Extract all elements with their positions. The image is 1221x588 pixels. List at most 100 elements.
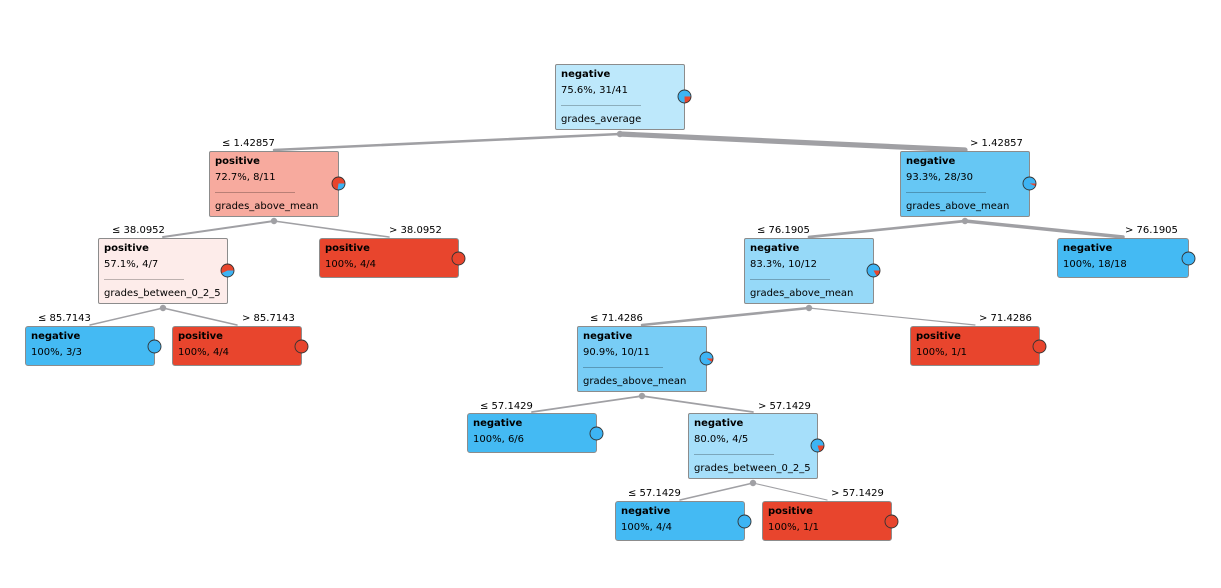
class-distribution-pie-icon [147,339,162,354]
edge-split-label: ≤ 71.4286 [590,313,643,324]
pie-outline [699,351,714,366]
node-split-feature: grades_average [561,114,642,125]
pie-base [148,340,161,353]
pie-slice [817,445,824,452]
node-stats: 100%, 4/4 [325,259,377,270]
tree-split-node[interactable]: positive 72.7%, 8/11 grades_above_mean [209,151,346,217]
tree-leaf-node[interactable]: negative 100%, 4/4 [615,501,752,541]
node-class-label: negative [906,156,956,167]
edge-split-label: > 85.7143 [242,313,295,324]
split-point [805,304,813,312]
node-stats: 100%, 18/18 [1063,259,1127,270]
edge-split-label: ≤ 57.1429 [480,401,533,412]
node-stats: 93.3%, 28/30 [906,172,973,183]
node-class-label: negative [31,331,81,342]
class-distribution-pie-icon [451,251,466,266]
pie-base [1182,252,1195,265]
node-stats: 100%, 1/1 [916,347,968,358]
tree-leaf-node[interactable]: positive 100%, 4/4 [172,326,309,366]
tree-split-node[interactable]: negative 93.3%, 28/30 grades_above_mean [900,151,1037,217]
pie-base [738,515,751,528]
class-distribution-pie-icon [294,339,309,354]
tree-split-node[interactable]: negative 80.0%, 4/5 grades_between_0_2_5 [688,413,825,479]
node-class-label: positive [104,243,149,254]
pie-outline [1022,176,1037,191]
node-split-feature: grades_above_mean [583,376,687,387]
node-class-label: negative [621,506,671,517]
class-distribution-pie-icon [677,89,692,104]
pie-outline [810,438,825,453]
tree-split-node[interactable]: negative 75.6%, 31/41 grades_average [555,64,692,130]
edge-split-label: > 76.1905 [1125,225,1178,236]
node-stats: 75.6%, 31/41 [561,85,628,96]
tree-edge [89,307,164,326]
pie-base [295,340,308,353]
node-stats: 100%, 6/6 [473,434,525,445]
pie-outline [294,339,309,354]
tree-edge [807,219,967,239]
pie-base [885,515,898,528]
node-separator [906,192,986,193]
tree-split-node[interactable]: negative 83.3%, 10/12 grades_above_mean [744,238,881,304]
tree-leaf-node[interactable]: negative 100%, 6/6 [467,413,604,453]
node-class-label: positive [178,331,223,342]
pie-outline [677,89,692,104]
tree-split-node[interactable]: positive 57.1%, 4/7 grades_between_0_2_5 [98,238,235,304]
edge-split-label: ≤ 85.7143 [38,313,91,324]
edge-split-label: > 1.42857 [970,138,1023,149]
edge-split-label: ≤ 1.42857 [222,138,275,149]
node-class-label: negative [750,243,800,254]
edge-split-label: ≤ 38.0952 [112,225,165,236]
pie-base [590,427,603,440]
split-point [616,130,624,138]
tree-edge [963,219,1125,239]
tree-leaf-node[interactable]: positive 100%, 1/1 [762,501,899,541]
tree-leaf-node[interactable]: positive 100%, 4/4 [319,238,466,278]
node-split-feature: grades_between_0_2_5 [104,288,221,299]
tree-edge [752,482,828,501]
tree-edge [641,395,754,413]
tree-edge [273,220,390,238]
tree-edge [162,307,238,326]
node-split-feature: grades_above_mean [750,288,854,299]
edge-split-label: > 57.1429 [758,401,811,412]
pie-outline [220,263,235,278]
split-point [270,217,278,225]
node-separator [694,454,774,455]
tree-split-node[interactable]: negative 90.9%, 10/11 grades_above_mean [577,326,714,392]
node-split-feature: grades_above_mean [215,201,319,212]
pie-slice [706,358,713,363]
node-stats: 90.9%, 10/11 [583,347,650,358]
node-separator [750,279,830,280]
pie-slice [337,183,345,190]
node-separator [583,367,663,368]
pie-slice [1029,183,1036,187]
split-point [638,392,646,400]
node-stats: 80.0%, 4/5 [694,434,749,445]
node-class-label: negative [1063,243,1113,254]
class-distribution-pie-icon [1032,339,1047,354]
pie-outline [1032,339,1047,354]
pie-outline [589,426,604,441]
node-stats: 100%, 4/4 [621,522,673,533]
tree-edge [679,482,754,501]
node-class-label: negative [561,69,611,80]
node-stats: 100%, 1/1 [768,522,820,533]
class-distribution-pie-icon [220,263,235,278]
edge-split-label: > 71.4286 [979,313,1032,324]
tree-leaf-node[interactable]: negative 100%, 3/3 [25,326,162,366]
tree-edge [808,307,976,326]
pie-outline [884,514,899,529]
class-distribution-pie-icon [1181,251,1196,266]
pie-outline [1181,251,1196,266]
tree-leaf-node[interactable]: negative 100%, 18/18 [1057,238,1196,278]
node-class-label: negative [583,331,633,342]
class-distribution-pie-icon [810,438,825,453]
tree-edge [617,131,968,153]
split-point [159,304,167,312]
node-separator [561,105,641,106]
pie-outline [737,514,752,529]
tree-leaf-node[interactable]: positive 100%, 1/1 [910,326,1047,366]
